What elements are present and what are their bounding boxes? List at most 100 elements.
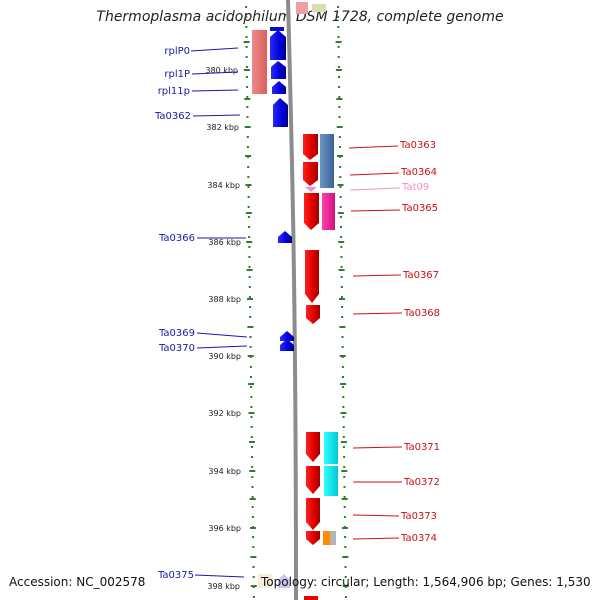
accession-text: Accession: NC_002578	[9, 575, 146, 589]
gene-label-Ta0371[interactable]: Ta0371	[403, 442, 440, 453]
ruler-tick-right	[340, 412, 347, 414]
gene-arrow-Ta0371[interactable]	[306, 432, 320, 462]
trna-marker-Tat09[interactable]	[305, 187, 317, 192]
leader-Ta0362	[192, 114, 241, 117]
tick-marks-left	[243, 41, 257, 587]
ruler-dot-right	[337, 26, 340, 28]
ruler-dot-right	[342, 416, 345, 418]
gene-block-grey[interactable]	[330, 531, 336, 545]
leader-Ta0373	[352, 514, 400, 517]
gene-block-cyan-1[interactable]	[324, 432, 338, 464]
gene-block-cyan-2[interactable]	[324, 466, 338, 496]
ruler-dot-right	[337, 46, 340, 48]
ruler-dot-left	[249, 336, 252, 338]
gene-arrow-Ta0375[interactable]	[278, 574, 290, 588]
gene-arrow-rplP0[interactable]	[270, 30, 286, 60]
gene-label-rpl11p[interactable]: rpl11p	[158, 86, 190, 97]
gene-block-steelblue[interactable]	[320, 134, 334, 188]
gene-arrow-Ta0374[interactable]	[306, 531, 320, 545]
ruler-dot-right	[340, 286, 343, 288]
gene-arrow-Ta0368[interactable]	[306, 305, 320, 324]
gene-label-rpl1P[interactable]: rpl1P	[164, 69, 190, 80]
gene-label-rplP0[interactable]: rplP0	[164, 46, 190, 57]
ruler-dot-left	[246, 106, 249, 108]
ruler-tick-right	[338, 269, 345, 271]
ruler-dot-left	[246, 76, 248, 78]
tick-label-398: 398 kbp	[207, 582, 240, 591]
gene-label-Ta0374[interactable]: Ta0374	[400, 533, 437, 544]
gene-label-Tat09[interactable]: Tat09	[401, 182, 429, 193]
ruler-dot-left	[251, 506, 254, 508]
ruler-dot-right	[340, 226, 342, 228]
gene-arrow-Ta0363[interactable]	[303, 134, 318, 160]
ruler-dot-left	[247, 176, 250, 178]
gene-label-Ta0375[interactable]: Ta0375	[157, 570, 194, 581]
gene-label-Ta0363[interactable]: Ta0363	[399, 140, 436, 151]
gene-block-pink[interactable]	[322, 193, 335, 230]
bottom-partial-gene	[304, 596, 318, 600]
gene-arrow-Ta0366[interactable]	[278, 231, 292, 243]
gene-arrow-rpl1P[interactable]	[271, 61, 286, 79]
ruler-dot-right	[340, 256, 343, 258]
ruler-tick-right	[342, 527, 348, 529]
ruler-tick-left	[248, 441, 255, 443]
ruler-dot-right	[339, 166, 342, 168]
ruler-dot-right	[337, 66, 340, 68]
gene-block-salmon[interactable]	[252, 30, 267, 94]
ruler-dot-left	[245, 16, 248, 18]
ruler-dot-right	[343, 516, 346, 518]
leader-Ta0371	[352, 446, 403, 449]
gene-label-Ta0367[interactable]: Ta0367	[402, 270, 439, 281]
ruler-dot-left	[252, 566, 255, 568]
gene-labels-right: Ta0363 Ta0364 Tat09 Ta0365 Ta0367 Ta0368…	[399, 140, 440, 544]
leader-Tat09	[349, 187, 401, 191]
ruler-dot-left	[248, 246, 251, 248]
ruler-dot-left	[245, 26, 248, 28]
gene-label-Ta0370[interactable]: Ta0370	[158, 343, 195, 354]
ruler-dot-right	[338, 106, 341, 108]
ruler-dot-left	[247, 196, 250, 198]
gene-label-Ta0365[interactable]: Ta0365	[401, 203, 438, 214]
ruler-dot-left	[251, 466, 254, 468]
gene-arrow-rpl11p[interactable]	[272, 81, 286, 94]
ruler-tick-right	[340, 441, 347, 443]
ruler-dot-right	[340, 276, 343, 278]
ruler-tick-left	[248, 383, 255, 385]
ruler-dot-left	[250, 426, 253, 428]
gene-label-Ta0364[interactable]: Ta0364	[400, 167, 437, 178]
ruler-dot-right	[339, 176, 342, 178]
gene-block-orange[interactable]	[323, 531, 330, 545]
gene-arrow-Ta0369[interactable]	[280, 331, 294, 341]
tick-label-380: 380 kbp	[205, 66, 238, 75]
ruler-dot-left	[250, 376, 252, 378]
gene-arrow-Ta0362[interactable]	[273, 98, 288, 127]
leader-Ta0363	[348, 145, 399, 149]
tick-labels: 380 kbp 382 kbp 384 kbp 386 kbp 388 kbp …	[205, 66, 241, 591]
gene-label-Ta0373[interactable]: Ta0373	[400, 511, 437, 522]
ruler-dot-left	[249, 316, 252, 318]
gene-arrow-Ta0370[interactable]	[280, 339, 294, 351]
ruler-tick-right	[336, 126, 343, 128]
leader-Ta0364	[349, 172, 400, 176]
tick-label-394: 394 kbp	[208, 467, 241, 476]
gene-arrow-Ta0364[interactable]	[303, 162, 318, 186]
topology-text: Topology: circular; Length: 1,564,906 bp…	[261, 575, 591, 589]
gene-label-Ta0362[interactable]: Ta0362	[154, 111, 191, 122]
gene-label-Ta0369[interactable]: Ta0369	[158, 328, 195, 339]
ruler-tick-right	[335, 41, 342, 43]
ruler-dot-right	[338, 86, 341, 88]
ruler-tick-left	[250, 556, 257, 558]
gene-label-Ta0366[interactable]: Ta0366	[158, 233, 195, 244]
gene-label-Ta0368[interactable]: Ta0368	[403, 308, 440, 319]
gene-arrow-Ta0367[interactable]	[305, 250, 319, 303]
ruler-tick-right	[342, 585, 349, 587]
gene-arrow-Ta0365[interactable]	[304, 193, 319, 230]
ruler-dot-right	[340, 266, 343, 268]
gene-arrow-Ta0373[interactable]	[306, 498, 320, 530]
ruler-tick-left	[244, 126, 251, 128]
gene-arrow-Ta0372[interactable]	[306, 466, 320, 494]
gene-label-Ta0372[interactable]: Ta0372	[403, 477, 440, 488]
ruler-dot-left	[249, 366, 252, 368]
ruler-dot-right	[341, 366, 344, 368]
ruler-tick-left	[243, 69, 250, 71]
